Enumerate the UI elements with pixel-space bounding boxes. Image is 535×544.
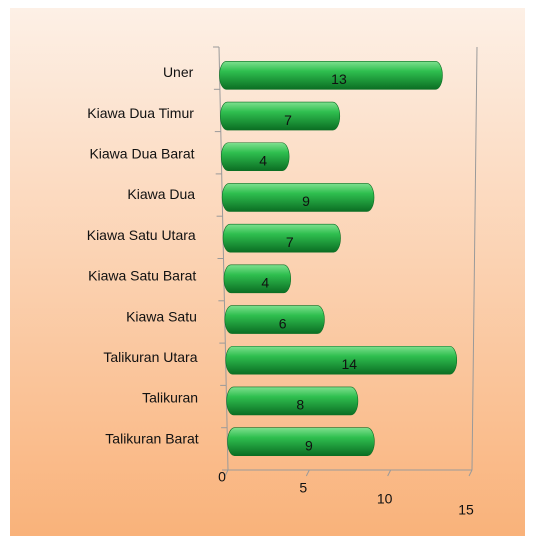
bar (226, 386, 359, 416)
data-label: 4 (259, 152, 267, 168)
x-tick-label: 5 (299, 480, 307, 496)
bar (225, 345, 458, 375)
data-label: 7 (284, 112, 292, 128)
x-tick-label: 15 (458, 502, 474, 518)
y-tick-label: Uner (163, 64, 194, 80)
bar (227, 427, 375, 456)
data-label: 8 (296, 397, 304, 413)
x-tick-label: 10 (377, 491, 393, 507)
y-tick-label: Kiawa Satu Barat (88, 268, 196, 284)
bar (224, 305, 325, 334)
y-tick-label: Kiawa Dua Timur (87, 105, 194, 121)
y-tick-label: Kiawa Dua Barat (89, 145, 194, 161)
bar (221, 183, 375, 212)
data-label: 13 (331, 71, 347, 87)
bar (222, 223, 341, 253)
bar (223, 264, 291, 294)
y-tick-label: Talikuran Barat (105, 430, 198, 446)
x-tick-mark (468, 469, 473, 477)
axis-wall-line (471, 46, 478, 471)
y-tick-label: Talikuran Utara (103, 349, 197, 365)
data-label: 14 (341, 356, 357, 372)
x-tick-mark (305, 469, 310, 477)
x-tick-mark (224, 469, 229, 477)
data-label: 7 (286, 234, 294, 250)
data-label: 4 (261, 275, 269, 291)
data-label: 9 (305, 437, 313, 453)
bar (220, 142, 290, 172)
x-tick-label: 0 (218, 469, 226, 485)
bar (219, 61, 443, 90)
data-label: 6 (279, 315, 287, 331)
y-tick-label: Kiawa Dua (127, 186, 195, 202)
bar (220, 101, 341, 131)
data-label: 9 (302, 193, 310, 209)
y-tick-label: Kiawa Satu (126, 308, 197, 324)
x-tick-mark (387, 469, 392, 477)
y-tick-label: Talikuran (142, 390, 198, 406)
y-tick-label: Kiawa Satu Utara (87, 227, 196, 243)
